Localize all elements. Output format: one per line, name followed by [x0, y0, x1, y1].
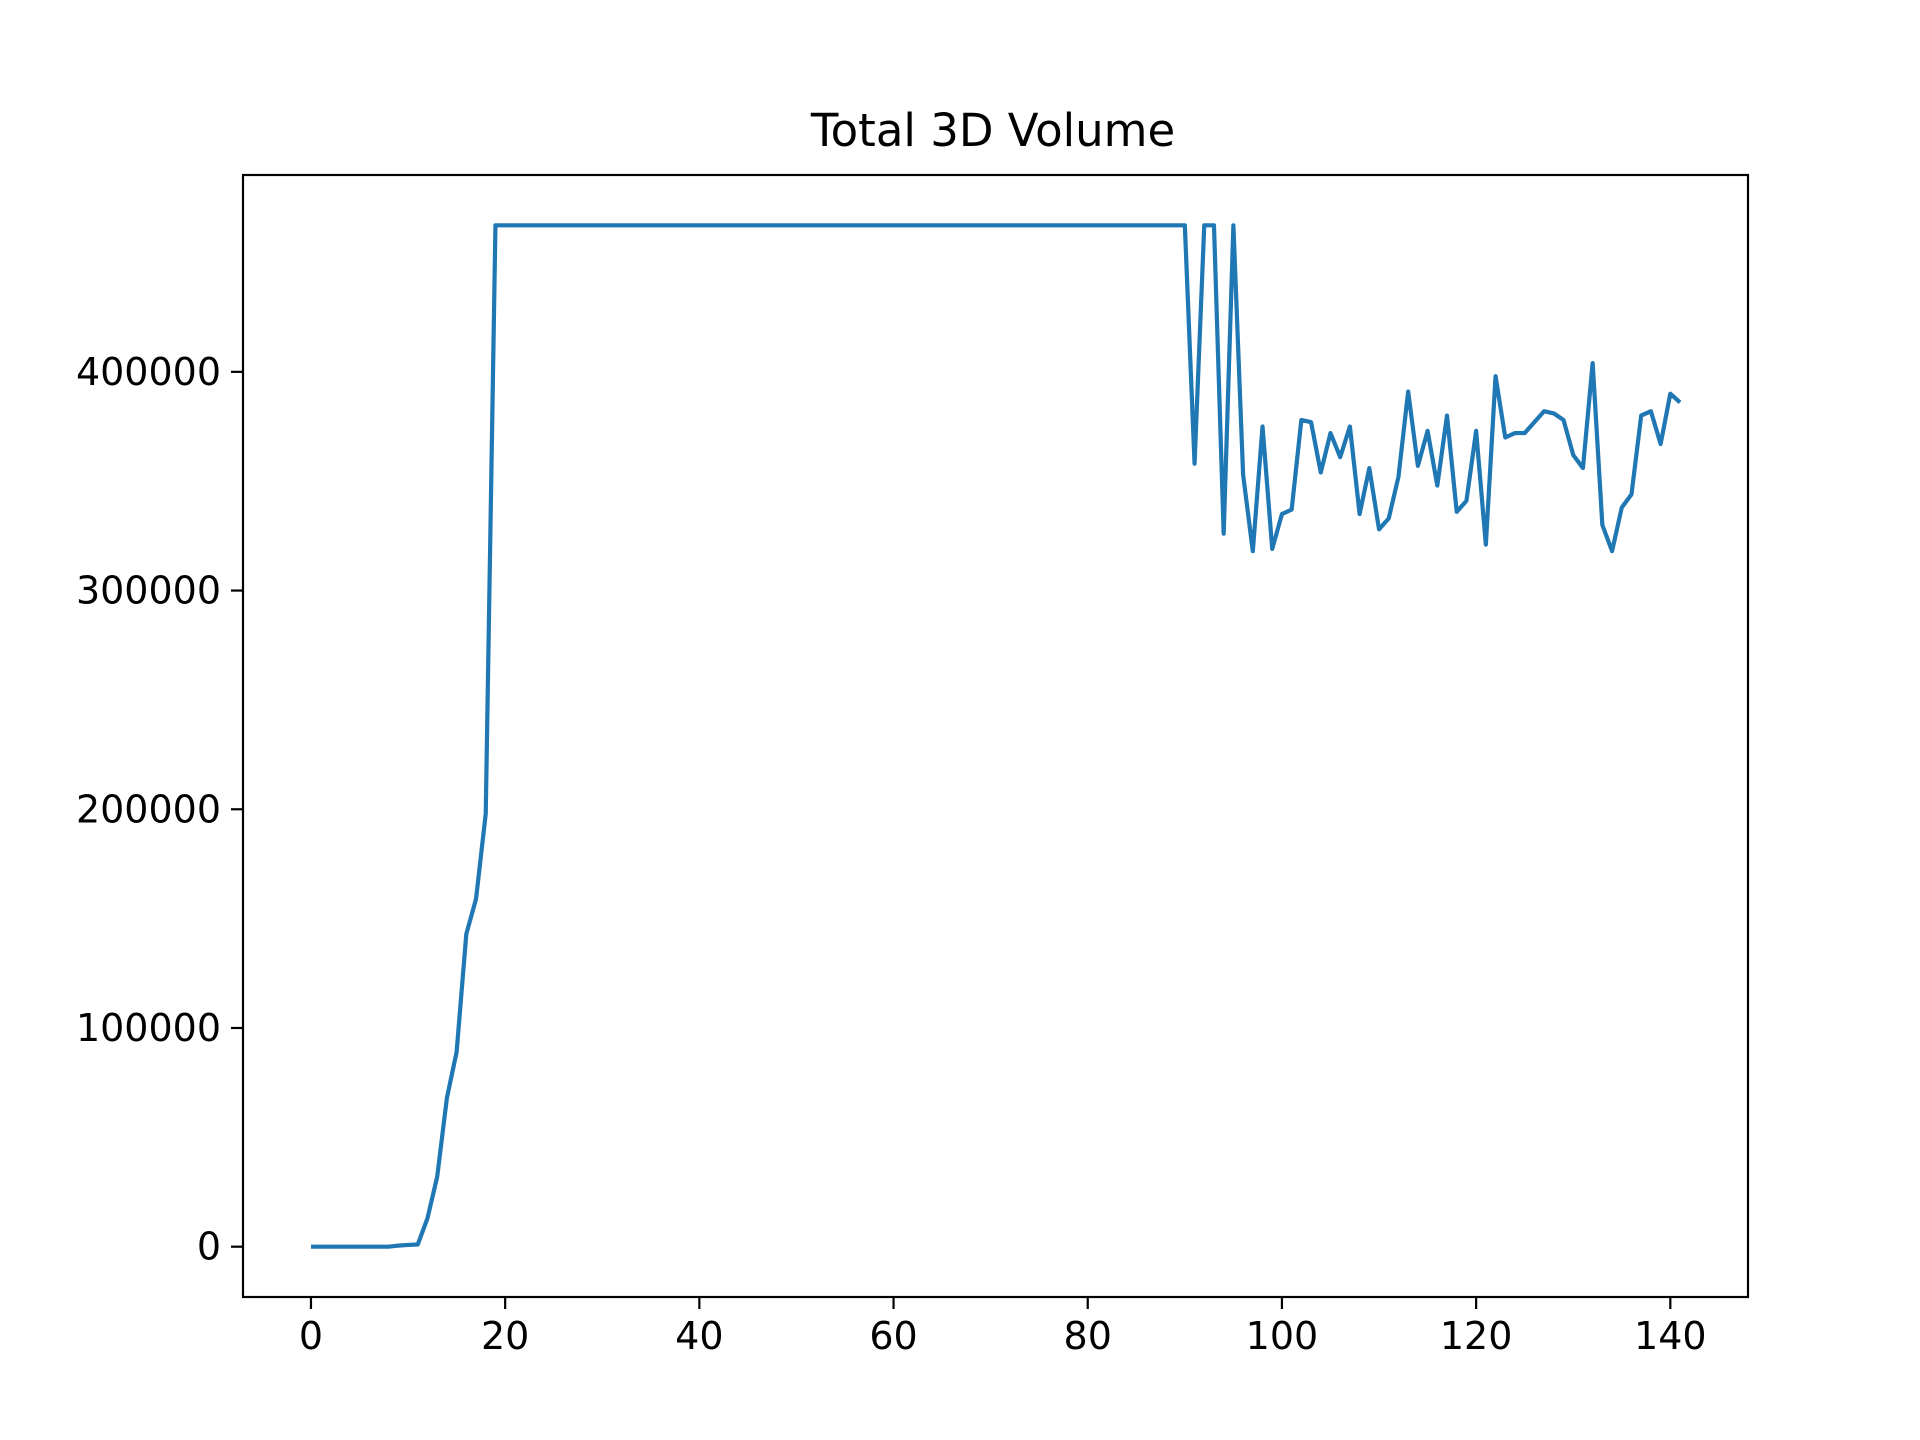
y-axis-ticks: 0 100000 200000 300000 400000: [76, 350, 243, 1269]
x-tick-label: 60: [869, 1314, 917, 1358]
axes-frame: [241, 173, 1750, 1299]
x-tick-label: 20: [481, 1314, 529, 1358]
x-tick-label: 0: [299, 1314, 323, 1358]
series-line-0: [310, 223, 1682, 1249]
x-tick-label: 120: [1440, 1314, 1513, 1358]
x-axis-ticks: 0 20 40 60 80 100 120 140: [299, 1297, 1707, 1358]
y-tick-label: 200000: [76, 787, 221, 831]
y-tick-label: 100000: [76, 1006, 221, 1050]
y-tick-label: 300000: [76, 569, 221, 613]
chart-title: Total 3D Volume: [810, 104, 1175, 157]
y-tick-label: 400000: [76, 350, 221, 394]
x-tick-label: 40: [675, 1314, 723, 1358]
x-tick-label: 80: [1064, 1314, 1112, 1358]
x-tick-label: 100: [1246, 1314, 1319, 1358]
x-tick-label: 140: [1634, 1314, 1707, 1358]
y-tick-label: 0: [197, 1225, 221, 1269]
plot-data-layer: [310, 223, 1682, 1249]
